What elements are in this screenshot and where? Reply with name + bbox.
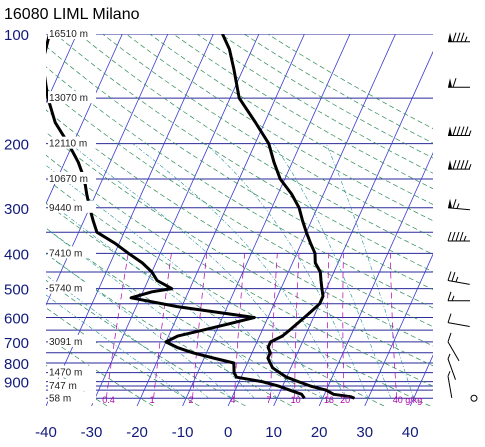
mixing-ratio-line [343,253,344,398]
dry-adiabat-line [150,34,485,406]
isotherm-line [228,34,395,406]
dry-adiabat-line [126,34,485,406]
height-label: 13070 m [49,93,88,104]
pressure-tick-label: 400 [4,246,29,263]
temperature-tick-label: 0 [224,424,232,441]
dry-adiabat-line [0,34,246,406]
height-label: 9440 m [49,203,82,214]
isotherm-line [365,34,485,406]
wind-barb [448,333,459,361]
height-label: 16510 m [49,29,88,40]
wind-barb [448,314,470,327]
height-label: 58 m [49,393,71,404]
wind-barb [448,354,456,380]
temperature-tick-label: 10 [265,424,282,441]
chart-title: 16080 LIML Milano [4,6,140,23]
pressure-tick-label: 300 [4,201,29,218]
moist-adiabat-line [0,144,232,399]
mixing-ratio-line [154,253,172,398]
temperature-tick-label: 20 [311,424,328,441]
temperature-tick-label: -30 [81,424,103,441]
height-label: 1470 m [49,368,82,379]
dry-adiabat-line [244,34,485,406]
mixing-ratio-label: 40 g/kg [393,395,423,405]
height-label: 747 m [49,381,77,392]
height-label: 10670 m [49,174,88,185]
pressure-tick-label: 200 [4,137,29,154]
pressure-tick-label: 500 [4,282,29,299]
wind-barb [448,127,471,136]
mixing-ratio-line [327,253,328,398]
wind-barb [448,160,471,169]
wind-barb [471,395,477,401]
temperature-tick-label: 40 [402,424,419,441]
wind-barb [448,232,470,241]
wind-barb [448,292,470,301]
height-label: 7410 m [49,248,82,259]
dry-adiabat-line [103,34,485,406]
pressure-tick-label: 700 [4,335,29,352]
temperature-tick-label: -40 [35,424,57,441]
mixing-ratio-label: 16 [324,395,334,405]
mixing-ratio-line [193,253,207,398]
mixing-ratio-label: 1 [150,395,155,405]
temperature-tick-label: 30 [356,424,373,441]
moist-adiabat-line [0,144,277,399]
wind-barb [448,78,470,87]
dry-adiabat-line [0,34,292,406]
isotherm-line [137,34,304,406]
isotherm-line [319,34,485,406]
isotherm-line [456,34,485,406]
height-label: 5740 m [49,284,82,295]
dry-adiabat-line [8,34,485,406]
dry-adiabat-line [173,34,485,406]
mixing-ratio-label: 10 [291,395,301,405]
mixing-ratio-line [106,253,128,398]
dry-adiabat-line [0,34,199,406]
dry-adiabat-line [79,34,485,406]
pressure-tick-label: 900 [4,375,29,392]
moist-adiabat-line [70,144,323,399]
moist-adiabat-line [273,144,391,399]
wind-barb [448,33,470,42]
pressure-tick-label: 100 [4,27,29,44]
dry-adiabat-line [32,34,485,406]
pressure-tick-label: 800 [4,356,29,373]
temperature-profile-line [223,34,355,398]
wind-barb [448,272,470,285]
mixing-ratio-label: 7 [267,395,272,405]
mixing-ratio-label: 20 [340,395,350,405]
temperature-tick-label: -10 [172,424,194,441]
dry-adiabat-line [0,34,338,406]
mixing-ratio-label: 4 [230,395,235,405]
height-label: 12110 m [49,139,87,150]
height-label: 3091 m [49,337,82,348]
moist-adiabat-line [133,144,346,399]
isotherm-line [410,34,485,406]
mixing-ratio-label: 0.4 [102,395,115,405]
mixing-ratio-label: 2 [189,395,194,405]
moist-adiabat-line [0,144,209,399]
wind-barb [448,371,452,398]
wind-barb [448,199,470,210]
pressure-tick-label: 600 [4,310,29,327]
temperature-tick-label: -20 [126,424,148,441]
dry-adiabat-line [197,34,485,406]
dry-adiabat-line [221,34,485,406]
